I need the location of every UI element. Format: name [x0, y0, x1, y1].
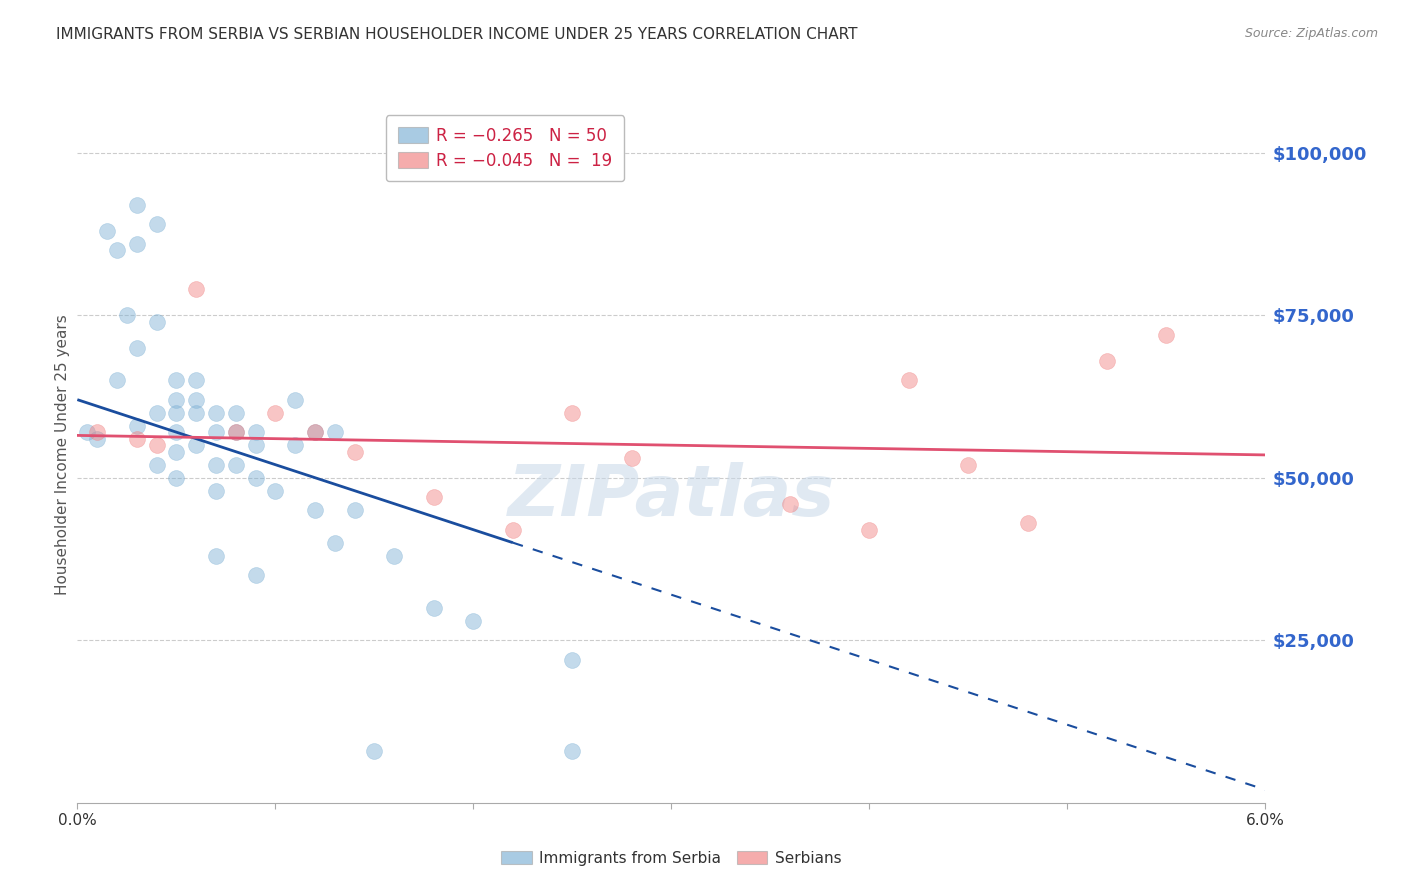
- Point: [205, 483, 228, 498]
- Point: [165, 444, 187, 458]
- Point: [304, 503, 326, 517]
- Point: [115, 308, 138, 322]
- Point: [205, 549, 228, 563]
- Point: [561, 653, 583, 667]
- Point: [86, 425, 108, 439]
- Point: [125, 432, 148, 446]
- Point: [186, 373, 208, 387]
- Point: [957, 458, 980, 472]
- Point: [165, 406, 187, 420]
- Point: [105, 243, 128, 257]
- Text: Source: ZipAtlas.com: Source: ZipAtlas.com: [1244, 27, 1378, 40]
- Point: [205, 406, 228, 420]
- Point: [304, 425, 326, 439]
- Text: ZIPatlas: ZIPatlas: [508, 462, 835, 531]
- Point: [284, 392, 307, 407]
- Point: [86, 432, 108, 446]
- Point: [1156, 327, 1178, 342]
- Point: [502, 523, 524, 537]
- Point: [225, 425, 247, 439]
- Point: [225, 406, 247, 420]
- Point: [343, 503, 366, 517]
- Point: [165, 392, 187, 407]
- Point: [463, 614, 485, 628]
- Point: [620, 451, 643, 466]
- Legend: Immigrants from Serbia, Serbians: Immigrants from Serbia, Serbians: [495, 845, 848, 871]
- Point: [1017, 516, 1039, 531]
- Point: [382, 549, 405, 563]
- Point: [561, 406, 583, 420]
- Point: [264, 483, 287, 498]
- Point: [363, 744, 385, 758]
- Y-axis label: Householder Income Under 25 years: Householder Income Under 25 years: [55, 315, 70, 595]
- Point: [186, 392, 208, 407]
- Point: [186, 438, 208, 452]
- Point: [245, 438, 267, 452]
- Point: [145, 217, 167, 231]
- Point: [76, 425, 98, 439]
- Point: [165, 373, 187, 387]
- Point: [186, 282, 208, 296]
- Point: [205, 458, 228, 472]
- Point: [205, 425, 228, 439]
- Point: [125, 418, 148, 433]
- Point: [245, 471, 267, 485]
- Point: [423, 600, 446, 615]
- Point: [225, 425, 247, 439]
- Point: [105, 373, 128, 387]
- Point: [304, 425, 326, 439]
- Point: [264, 406, 287, 420]
- Point: [323, 535, 346, 549]
- Point: [423, 490, 446, 504]
- Point: [145, 438, 167, 452]
- Point: [858, 523, 880, 537]
- Point: [125, 197, 148, 211]
- Point: [343, 444, 366, 458]
- Point: [245, 425, 267, 439]
- Point: [125, 341, 148, 355]
- Point: [165, 471, 187, 485]
- Point: [96, 224, 118, 238]
- Point: [125, 236, 148, 251]
- Point: [284, 438, 307, 452]
- Point: [561, 744, 583, 758]
- Point: [1095, 353, 1118, 368]
- Point: [145, 315, 167, 329]
- Point: [323, 425, 346, 439]
- Point: [898, 373, 921, 387]
- Point: [165, 425, 187, 439]
- Point: [225, 458, 247, 472]
- Point: [779, 497, 801, 511]
- Point: [186, 406, 208, 420]
- Text: IMMIGRANTS FROM SERBIA VS SERBIAN HOUSEHOLDER INCOME UNDER 25 YEARS CORRELATION : IMMIGRANTS FROM SERBIA VS SERBIAN HOUSEH…: [56, 27, 858, 42]
- Point: [245, 568, 267, 582]
- Point: [145, 406, 167, 420]
- Point: [145, 458, 167, 472]
